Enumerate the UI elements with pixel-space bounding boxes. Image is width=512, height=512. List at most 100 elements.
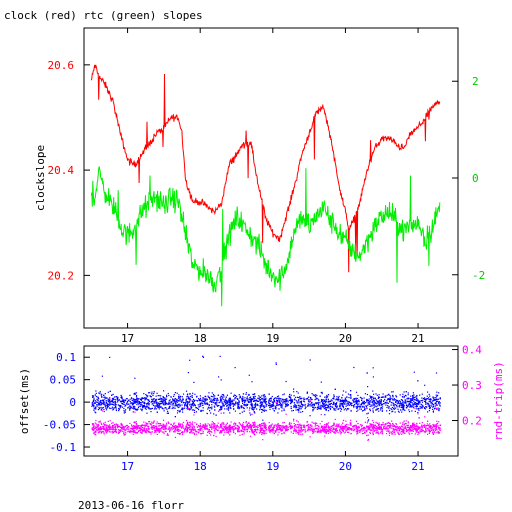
rndtrip-point <box>419 430 421 432</box>
rndtrip-point <box>228 425 230 427</box>
top-y-tick-label: 20.6 <box>48 59 75 72</box>
offset-point <box>393 403 395 405</box>
offset-point <box>295 396 297 398</box>
offset-point <box>101 403 103 405</box>
offset-point <box>333 395 335 397</box>
rndtrip-point <box>329 431 331 434</box>
rndtrip-point <box>178 430 180 432</box>
rndtrip-point <box>402 432 404 434</box>
rndtrip-point <box>265 429 267 431</box>
offset-point <box>333 408 335 410</box>
offset-point <box>93 397 95 399</box>
offset-point <box>392 396 394 398</box>
footer-label: 2013-06-16 florr <box>78 499 184 512</box>
offset-point <box>107 405 109 407</box>
rndtrip-point <box>221 432 223 434</box>
offset-point <box>257 400 259 402</box>
offset-point <box>276 403 278 405</box>
offset-point <box>356 407 358 409</box>
offset-point <box>263 400 265 402</box>
offset-point <box>318 407 320 409</box>
offset-point <box>275 408 277 410</box>
rndtrip-point <box>308 425 310 427</box>
offset-point <box>254 405 257 407</box>
offset-point <box>434 396 436 399</box>
offset-point <box>355 403 357 405</box>
rndtrip-point <box>388 434 391 436</box>
offset-point <box>159 404 161 406</box>
offset-point <box>135 398 138 400</box>
offset-point <box>224 408 226 410</box>
offset-point <box>197 404 199 406</box>
offset-point <box>410 399 412 401</box>
offset-point <box>244 399 246 401</box>
offset-point <box>155 399 157 401</box>
offset-point <box>103 410 105 413</box>
rndtrip-point <box>199 423 201 425</box>
offset-point <box>418 402 420 404</box>
offset-point <box>417 400 420 402</box>
offset-point <box>123 400 125 402</box>
rndtrip-point <box>222 429 224 431</box>
offset-point <box>200 410 202 412</box>
rndtrip-point <box>132 428 134 430</box>
rndtrip-point <box>178 433 180 435</box>
bottom-series-group <box>91 355 441 441</box>
offset-point <box>321 391 323 393</box>
offset-point <box>209 410 211 412</box>
offset-point <box>105 400 107 402</box>
rndtrip-point <box>233 431 235 434</box>
rndtrip-point <box>380 430 382 432</box>
rndtrip-point <box>369 432 371 434</box>
offset-point <box>375 403 377 405</box>
rndtrip-point <box>378 428 380 431</box>
offset-point <box>407 400 409 402</box>
rndtrip-point <box>182 425 184 427</box>
offset-point <box>421 401 424 403</box>
offset-point <box>253 393 255 396</box>
rndtrip-point <box>282 428 284 430</box>
offset-point <box>338 395 340 398</box>
offset-point <box>309 415 311 417</box>
offset-point <box>250 399 252 401</box>
rndtrip-point <box>356 429 359 431</box>
offset-point <box>262 394 264 396</box>
offset-point <box>166 408 168 410</box>
offset-point <box>415 402 417 404</box>
offset-point <box>141 397 143 399</box>
offset-point <box>153 391 155 393</box>
rndtrip-point <box>177 432 179 434</box>
offset-point <box>308 404 310 406</box>
rndtrip-point <box>429 429 431 431</box>
rndtrip-point <box>325 423 327 425</box>
offset-point <box>191 394 193 396</box>
offset-point <box>200 410 202 412</box>
rndtrip-point <box>233 423 235 425</box>
offset-point <box>438 401 440 404</box>
offset-point <box>341 403 343 405</box>
offset-point <box>399 400 401 402</box>
offset-point <box>214 395 216 397</box>
rndtrip-point <box>260 428 262 430</box>
offset-point <box>175 401 177 403</box>
rndtrip-point <box>179 423 181 426</box>
offset-point <box>228 400 230 402</box>
offset-point <box>380 406 382 409</box>
offset-point <box>312 410 314 412</box>
offset-point <box>419 405 421 407</box>
rndtrip-point <box>147 425 149 427</box>
offset-point <box>393 398 395 400</box>
rndtrip-point <box>296 427 298 429</box>
offset-point <box>212 400 214 402</box>
rndtrip-point <box>222 429 224 432</box>
offset-point <box>366 399 368 401</box>
offset-point <box>309 359 311 361</box>
rndtrip-point <box>239 424 242 426</box>
rndtrip-point <box>395 423 398 425</box>
rndtrip-point <box>135 427 137 429</box>
rndtrip-point <box>127 426 129 428</box>
rndtrip-point <box>119 429 122 431</box>
rndtrip-point <box>93 431 95 433</box>
rndtrip-point <box>397 426 399 428</box>
